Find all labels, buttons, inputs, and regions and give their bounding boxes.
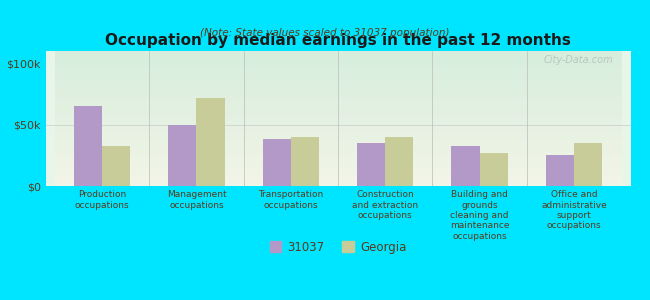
Bar: [102, 146, 131, 186]
Bar: [545, 155, 574, 186]
Bar: [168, 124, 196, 186]
Legend: 31037, Georgia: 31037, Georgia: [265, 236, 411, 258]
Bar: [357, 143, 385, 186]
Title: Occupation by median earnings in the past 12 months: Occupation by median earnings in the pas…: [105, 33, 571, 48]
Text: City-Data.com: City-Data.com: [543, 55, 613, 65]
Bar: [451, 146, 480, 186]
Bar: [196, 98, 225, 186]
Bar: [574, 143, 602, 186]
Bar: [263, 140, 291, 186]
Text: (Note: State values scaled to 31037 population): (Note: State values scaled to 31037 popu…: [200, 28, 450, 38]
Bar: [480, 153, 508, 186]
Bar: [385, 137, 413, 186]
Bar: [74, 106, 102, 186]
Bar: [291, 137, 319, 186]
